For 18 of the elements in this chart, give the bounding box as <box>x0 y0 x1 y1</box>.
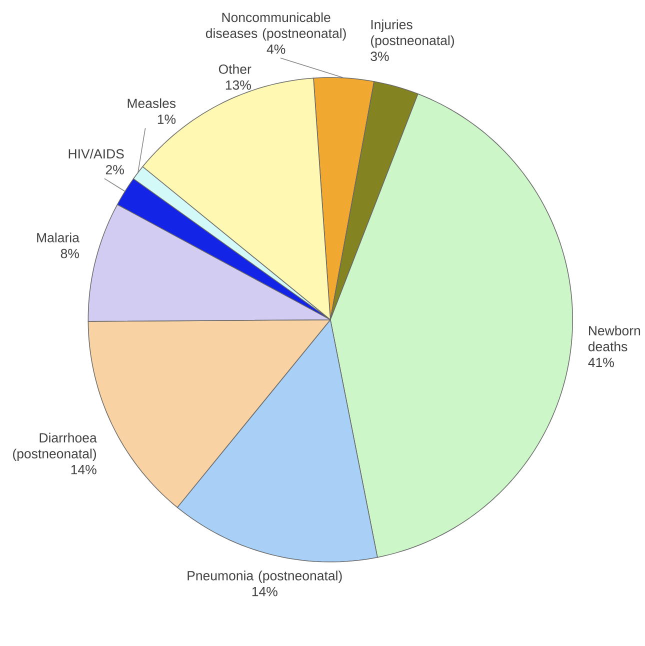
data-label: 2% <box>106 165 124 174</box>
slice-label: Measles <box>128 98 176 108</box>
data-label: 1% <box>158 114 176 124</box>
data-label: 13% <box>226 80 251 90</box>
slice-label: HIV/AIDS <box>68 148 124 159</box>
data-label: 14% <box>71 465 96 474</box>
slice-label: Diarrhoea (postneonatal) <box>12 432 97 462</box>
slice-label: Pneumonia (postneonatal) <box>188 570 342 584</box>
slice-label: Newborn deaths <box>588 326 640 352</box>
data-label: 3% <box>370 52 389 62</box>
data-label: 8% <box>60 248 79 258</box>
data-label: 14% <box>252 586 278 596</box>
slice-label: Malaria <box>37 232 80 242</box>
data-label: 4% <box>266 44 286 54</box>
slice-label: Noncommunicable diseases (postneonatal) <box>206 12 346 41</box>
slice-label: Other <box>218 64 252 74</box>
slice-label: Injuries (postneonatal) <box>370 20 454 48</box>
data-label: 41% <box>588 358 614 368</box>
